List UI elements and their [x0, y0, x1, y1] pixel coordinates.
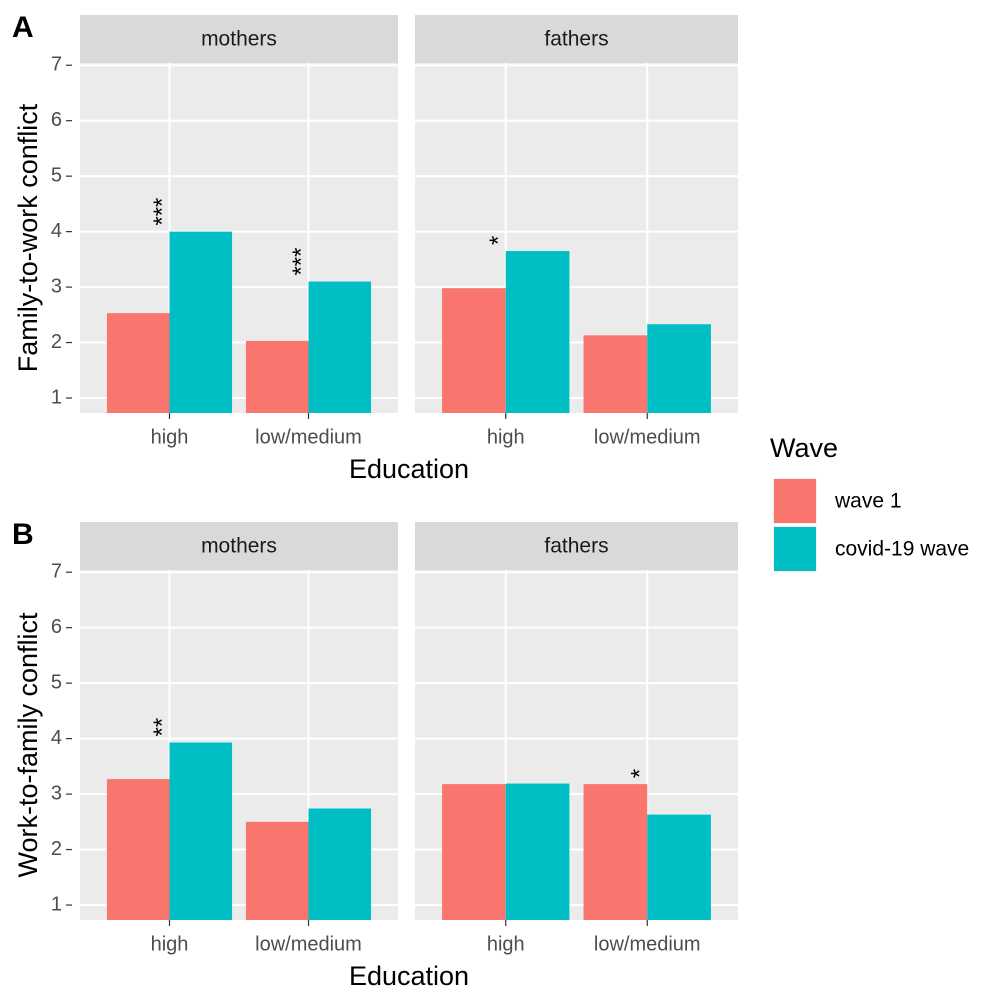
bar	[245, 340, 309, 413]
bar	[106, 779, 170, 920]
legend-title: Wave	[770, 433, 838, 463]
legend-swatch	[774, 527, 816, 571]
y-tick-label: 5	[51, 671, 62, 693]
significance-label: *	[485, 236, 512, 245]
x-tick-label: low/medium	[594, 426, 701, 448]
significance-label: ***	[288, 248, 315, 276]
bar	[169, 231, 233, 413]
x-axis-title: Education	[349, 454, 469, 484]
y-tick-label: 7	[51, 53, 62, 75]
y-tick-label: 2	[51, 331, 62, 353]
strip	[80, 522, 398, 570]
bar	[245, 821, 309, 920]
legend-label: covid-19 wave	[835, 538, 969, 561]
panel-label: A	[12, 11, 34, 44]
strip-label: fathers	[544, 535, 608, 558]
x-tick-label: high	[151, 426, 189, 448]
strip-label: mothers	[201, 28, 277, 51]
bar	[106, 313, 170, 413]
bar	[308, 808, 372, 920]
legend-label: wave 1	[834, 490, 902, 513]
bar	[442, 288, 506, 413]
bar	[647, 814, 711, 920]
x-tick-label: low/medium	[255, 933, 362, 955]
bar	[505, 251, 570, 413]
y-axis-title: Work-to-family conflict	[13, 612, 43, 878]
bar	[308, 281, 372, 413]
y-tick-label: 4	[51, 727, 62, 749]
significance-label: **	[149, 718, 176, 737]
y-tick-label: 1	[51, 893, 62, 915]
bar	[442, 784, 506, 920]
y-tick-label: 5	[51, 164, 62, 186]
y-tick-label: 6	[51, 616, 62, 638]
x-tick-label: high	[487, 933, 525, 955]
x-tick-label: low/medium	[255, 426, 362, 448]
bar	[583, 335, 648, 413]
significance-label: ***	[149, 198, 176, 226]
strip-label: fathers	[544, 28, 608, 51]
y-tick-label: 3	[51, 275, 62, 297]
strip	[415, 522, 738, 570]
x-tick-label: high	[151, 933, 189, 955]
y-tick-label: 7	[51, 560, 62, 582]
bar	[169, 742, 233, 920]
y-tick-label: 2	[51, 838, 62, 860]
bar	[647, 324, 711, 413]
x-tick-label: low/medium	[594, 933, 701, 955]
panel-label: B	[12, 518, 34, 551]
x-tick-label: high	[487, 426, 525, 448]
bar	[505, 783, 570, 920]
y-tick-label: 4	[51, 220, 62, 242]
strip	[80, 15, 398, 63]
y-axis-title: Family-to-work conflict	[13, 103, 43, 372]
y-tick-label: 6	[51, 109, 62, 131]
x-axis-title: Education	[349, 961, 469, 991]
significance-label: *	[627, 769, 654, 778]
strip	[415, 15, 738, 63]
y-tick-label: 3	[51, 782, 62, 804]
strip-label: mothers	[201, 535, 277, 558]
legend-swatch	[774, 479, 816, 523]
y-tick-label: 1	[51, 386, 62, 408]
bar	[583, 784, 648, 920]
